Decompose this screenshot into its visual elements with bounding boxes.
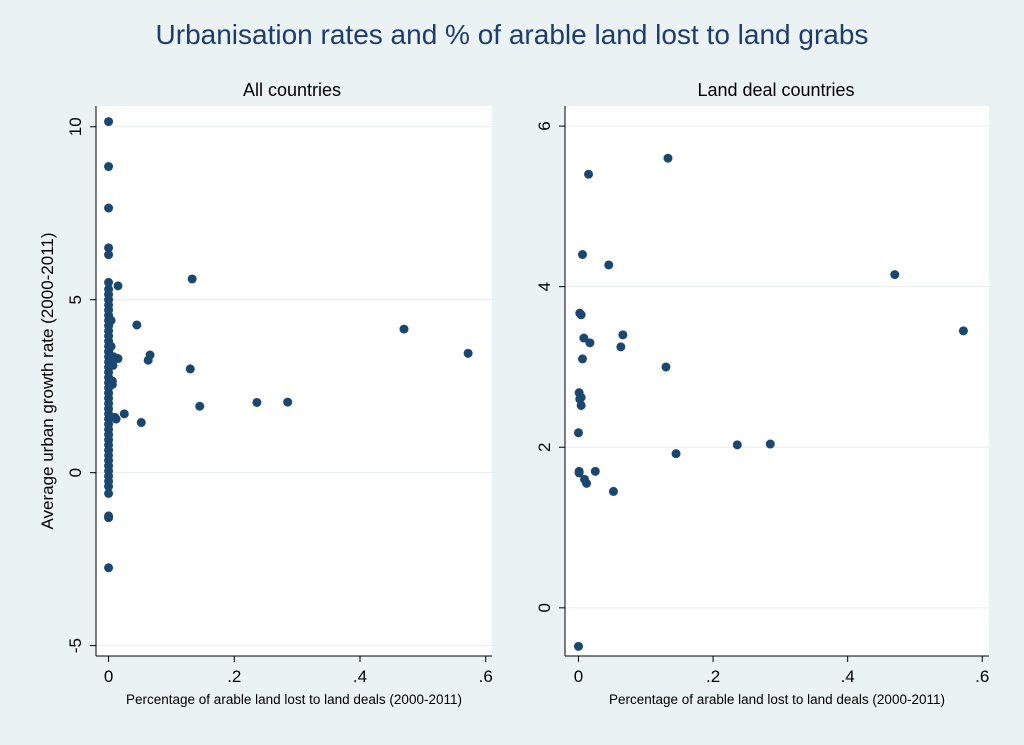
data-point	[577, 354, 587, 364]
data-point	[106, 341, 116, 351]
data-point	[608, 486, 618, 496]
data-point	[132, 320, 142, 330]
y-axis-label: Average urban growth rate (2000-2011)	[38, 232, 57, 529]
chart-panel-all-countries: All countries -5 0 5 10 0 .2 .4 .6 Percentage o…	[38, 80, 493, 707]
data-point	[185, 364, 195, 374]
data-point	[145, 350, 155, 360]
y-tick-label: 4	[535, 282, 554, 291]
data-point	[104, 482, 114, 492]
plot-area	[96, 106, 492, 656]
data-point	[119, 409, 129, 419]
data-point	[195, 401, 205, 411]
data-point	[463, 348, 473, 358]
data-point	[574, 468, 584, 478]
y-tick-label: 5	[66, 295, 85, 304]
data-point	[104, 162, 114, 172]
data-point	[252, 397, 262, 407]
data-point	[104, 117, 114, 127]
x-tick-label: .2	[706, 667, 720, 686]
data-point	[663, 153, 673, 163]
data-point	[111, 414, 121, 424]
plot-area	[565, 106, 989, 656]
x-tick-label: .2	[227, 667, 241, 686]
data-point	[104, 277, 114, 287]
data-point	[590, 466, 600, 476]
y-tick-label: -5	[66, 638, 85, 653]
chart-title: All countries	[243, 80, 341, 100]
data-point	[573, 428, 583, 438]
data-point	[765, 439, 775, 449]
figure-title: Urbanisation rates and % of arable land …	[156, 19, 869, 50]
x-axis-label: Percentage of arable land lost to land d…	[126, 692, 462, 707]
data-point	[585, 338, 595, 348]
data-point	[732, 440, 742, 450]
chart-title: Land deal countries	[697, 80, 854, 100]
data-point	[104, 250, 114, 260]
data-point	[113, 354, 123, 364]
y-tick-label: 2	[535, 443, 554, 452]
x-tick-label: 0	[574, 667, 583, 686]
x-tick-label: .6	[479, 667, 493, 686]
x-axis-label: Percentage of arable land lost to land d…	[609, 692, 945, 707]
data-point	[577, 250, 587, 260]
x-tick-label: 0	[104, 667, 113, 686]
data-point	[584, 169, 594, 179]
data-point	[113, 281, 123, 291]
data-point	[890, 270, 900, 280]
data-point	[671, 449, 681, 459]
data-point	[104, 243, 114, 253]
y-tick-label: 0	[66, 468, 85, 477]
data-point	[661, 362, 671, 372]
data-point	[187, 274, 197, 284]
data-point	[399, 324, 409, 334]
data-point	[576, 310, 586, 320]
data-point	[136, 418, 146, 428]
chart-panel-land-deal-countries: Land deal countries 0 2 4 6 0 .2 .4 .6 Percenta…	[535, 80, 989, 707]
data-point	[579, 333, 589, 343]
data-point	[108, 360, 118, 370]
data-point	[107, 376, 117, 386]
data-point	[618, 330, 628, 340]
data-point	[576, 400, 586, 410]
x-tick-label: .4	[841, 667, 855, 686]
y-tick-label: 0	[535, 603, 554, 612]
data-point	[106, 315, 116, 325]
data-point	[104, 203, 114, 213]
x-tick-label: .4	[353, 667, 367, 686]
data-point	[604, 260, 614, 270]
data-point	[582, 478, 592, 488]
data-point	[616, 342, 626, 352]
data-point	[104, 488, 114, 498]
y-tick-label: 10	[66, 117, 85, 136]
y-tick-label: 6	[535, 121, 554, 130]
data-point	[104, 563, 114, 573]
x-tick-label: .6	[975, 667, 989, 686]
data-point	[283, 397, 293, 407]
data-point	[104, 513, 114, 523]
data-point	[573, 641, 583, 651]
data-point	[958, 326, 968, 336]
data-point	[576, 392, 586, 402]
